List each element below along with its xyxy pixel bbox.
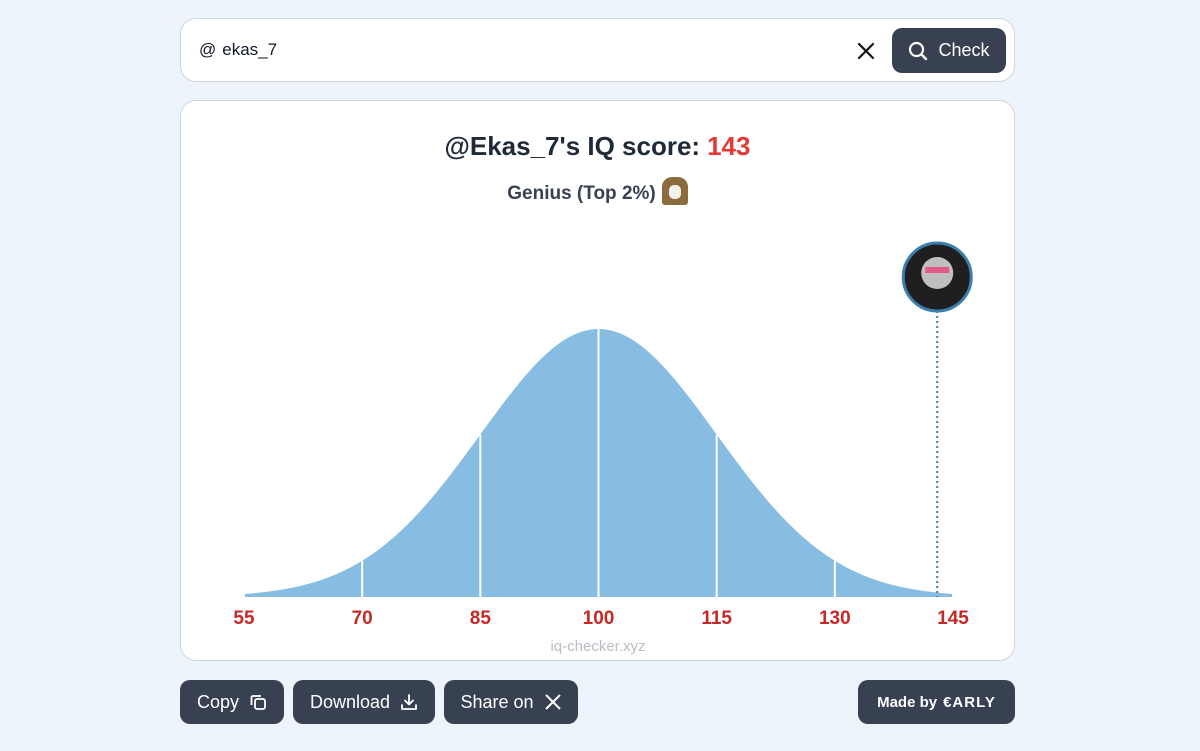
chart: 55 70 85 100 115 130 145 iq-checker.xyz (233, 241, 973, 655)
share-label: Share on (460, 691, 534, 712)
result-subtitle: Genius (Top 2%) (181, 177, 1014, 205)
x-tick-label: 100 (583, 608, 615, 629)
credit-label: Made by (877, 693, 938, 711)
clear-icon[interactable] (856, 41, 876, 61)
prefix: @ (199, 40, 217, 59)
footer: iq-checker.xyz (550, 638, 645, 655)
download-icon (401, 694, 417, 710)
x-tick-label: 70 (352, 608, 373, 629)
download-button[interactable]: Download (293, 680, 435, 724)
x-tick-label: 145 (937, 608, 969, 629)
emoji (661, 177, 688, 205)
x-tick-label: 85 (470, 608, 492, 629)
subtitle-text: Genius (Top 2%) (507, 183, 656, 204)
check-button[interactable]: Check (892, 28, 1006, 73)
credit-button[interactable]: Made by €ARLY (858, 680, 1015, 724)
check-label: Check (938, 40, 990, 60)
download-label: Download (309, 691, 391, 712)
score: 143 (707, 131, 751, 161)
copy-button[interactable]: Copy (180, 680, 284, 724)
x-tick-label: 130 (819, 608, 851, 629)
x-logo (544, 694, 561, 710)
search-bar[interactable]: @ ekas_7 Check (180, 18, 1015, 82)
search-icon (909, 41, 928, 60)
copy-label: Copy (196, 691, 240, 712)
result-title: @Ekas_7's IQ score: 143 (181, 131, 1014, 162)
avatar-visor (925, 267, 950, 273)
title-text: @Ekas_7's IQ score: (444, 131, 701, 161)
share-button[interactable]: Share on (444, 680, 578, 724)
credit-brand: €ARLY (943, 693, 996, 711)
x-tick-label: 55 (233, 608, 255, 629)
result-card: @Ekas_7's IQ score: 143 Genius (Top 2%) 5… (180, 100, 1015, 661)
search-input[interactable]: @ ekas_7 (199, 40, 277, 60)
copy-icon (250, 695, 266, 710)
query: ekas_7 (222, 40, 278, 59)
x-tick-label: 115 (701, 608, 732, 629)
